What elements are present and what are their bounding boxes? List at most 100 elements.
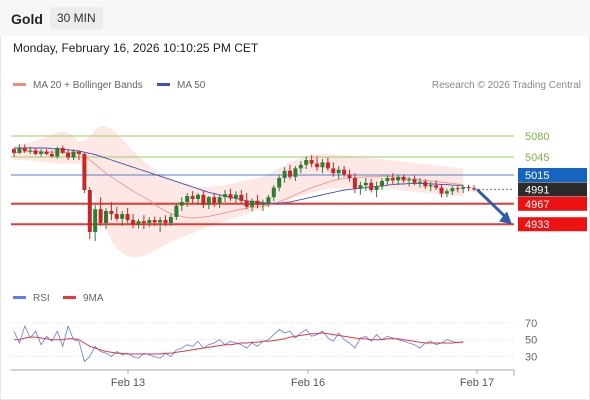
- candle-body: [158, 220, 163, 223]
- timeframe-button[interactable]: 30 MIN: [50, 7, 103, 29]
- candle-body: [266, 197, 271, 204]
- candle-body: [28, 150, 33, 152]
- candle-body: [347, 174, 352, 178]
- candle-body: [104, 211, 108, 223]
- candle-body: [185, 196, 190, 202]
- level-label-5045: 5045: [525, 152, 549, 164]
- candle-body: [282, 170, 287, 178]
- legend-9ma: 9MA: [63, 293, 104, 305]
- candle-body: [331, 168, 336, 174]
- candle-body: [472, 188, 476, 190]
- candle-body: [320, 162, 325, 168]
- candle-body: [461, 187, 466, 189]
- candle-body: [33, 150, 38, 154]
- candle-body: [417, 181, 422, 183]
- candle-body: [466, 187, 471, 189]
- rsi-ma-line: [14, 332, 464, 355]
- candle-body: [304, 160, 309, 165]
- forecast-arrow-head: [499, 211, 512, 225]
- candle-body: [163, 220, 168, 223]
- candle-body: [152, 220, 157, 223]
- candle-body: [60, 148, 65, 153]
- legend-swatch-ma50: [157, 82, 170, 86]
- candle-body: [228, 194, 233, 199]
- candle-body: [201, 194, 206, 205]
- candle-body: [147, 220, 152, 223]
- candle-body: [434, 185, 439, 188]
- candle-body: [76, 151, 81, 154]
- candle-body: [342, 169, 347, 175]
- level-tag-4933: [518, 217, 587, 232]
- candle-body: [120, 214, 125, 219]
- last-price-tag: [518, 182, 587, 197]
- candle-body: [39, 151, 44, 154]
- candle-body: [428, 185, 433, 187]
- candle-body: [109, 211, 114, 214]
- candle-body: [293, 168, 298, 177]
- level-label-4933: 4933: [525, 219, 549, 231]
- level-label-5015: 5015: [525, 170, 549, 182]
- x-tick-label: Feb 16: [291, 377, 325, 389]
- legend-bollinger: MA 20 + Bollinger Bands: [13, 80, 143, 92]
- candle-body: [288, 170, 292, 177]
- candle-body: [439, 187, 444, 194]
- x-tick-label: Feb 17: [460, 377, 494, 389]
- legend-rsi: RSI: [13, 293, 50, 305]
- candle-body: [407, 179, 412, 181]
- candle-body: [271, 187, 276, 198]
- candle-body: [385, 178, 390, 181]
- legend-ma50: MA 50: [157, 80, 205, 92]
- candle-body: [315, 163, 320, 168]
- candle-body: [325, 162, 330, 169]
- legend-swatch-bollinger: [13, 82, 26, 86]
- candle-body: [93, 209, 98, 232]
- header-bar: Gold 30 MIN: [0, 0, 590, 36]
- candle-body: [196, 194, 200, 199]
- timestamp: Monday, February 16, 2026 10:10:25 PM CE…: [13, 41, 259, 55]
- candles-group: [12, 144, 476, 241]
- rsi-tick-30: 30: [525, 352, 537, 364]
- rsi-tick-70: 70: [525, 318, 537, 330]
- bollinger-band-fill: [14, 126, 464, 258]
- level-label-4967: 4967: [525, 199, 549, 211]
- legend-swatch-rsi: [13, 295, 26, 299]
- symbol-title: Gold: [11, 11, 43, 27]
- candle-body: [401, 176, 406, 181]
- ma50-line: [14, 147, 464, 204]
- candle-body: [298, 164, 303, 169]
- candle-body: [336, 169, 341, 174]
- candle-body: [98, 209, 103, 223]
- candle-body: [277, 178, 282, 188]
- candle-body: [55, 148, 60, 157]
- candle-body: [131, 220, 136, 225]
- candle-body: [49, 154, 54, 157]
- candle-body: [141, 221, 146, 223]
- candle-body: [390, 178, 395, 181]
- candle-body: [363, 182, 368, 186]
- candle-body: [179, 202, 184, 206]
- candle-body: [82, 154, 87, 190]
- candle-body: [136, 221, 141, 225]
- candle-body: [255, 200, 260, 205]
- x-tick-label: Feb 13: [111, 377, 145, 389]
- legend-swatch-9ma: [63, 295, 76, 299]
- candle-body: [250, 200, 255, 207]
- candle-body: [190, 196, 195, 199]
- candle-body: [239, 194, 244, 201]
- candle-body: [260, 203, 265, 205]
- level-tag-5015: [518, 168, 587, 182]
- forecast-arrow-shaft: [475, 188, 508, 219]
- credit-text: Research © 2026 Trading Central: [431, 80, 581, 91]
- candle-body: [114, 214, 119, 219]
- candle-body: [309, 160, 314, 164]
- candle-body: [125, 214, 130, 220]
- candle-body: [374, 186, 379, 190]
- candle-body: [174, 205, 179, 217]
- candle-body: [44, 151, 49, 154]
- last-price-label: 4991: [525, 184, 549, 196]
- candle-body: [380, 181, 384, 187]
- candle-body: [369, 182, 374, 190]
- candle-body: [450, 188, 455, 192]
- candle-body: [244, 200, 249, 207]
